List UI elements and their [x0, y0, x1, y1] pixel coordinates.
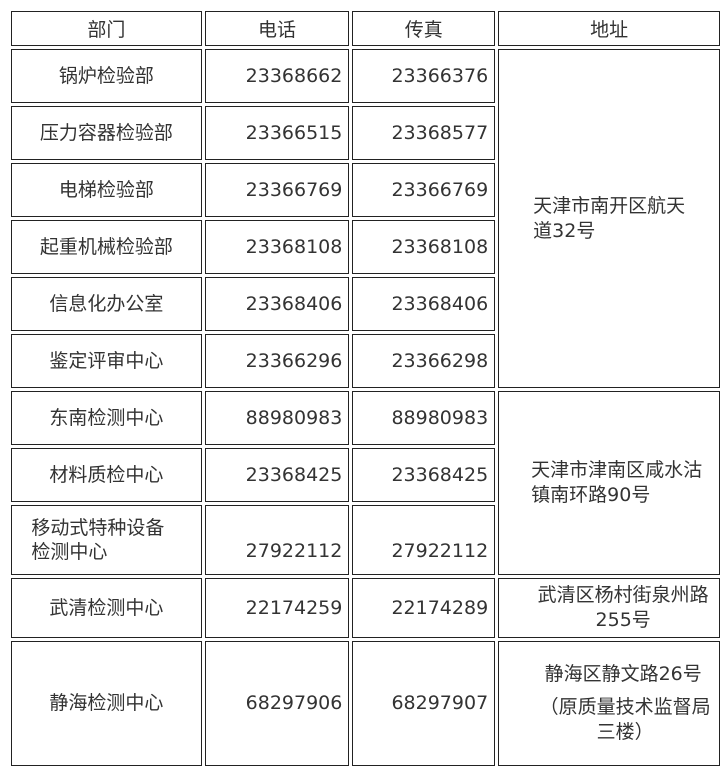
header-address: 地址 — [498, 11, 720, 46]
phone-cell: 23368406 — [204, 277, 350, 331]
address-text: 武清区杨村街泉州路255号 — [537, 584, 709, 631]
fax-cell: 23366298 — [352, 334, 496, 388]
dept-cell: 锅炉检验部 — [11, 49, 202, 103]
dept-cell: 压力容器检验部 — [11, 106, 202, 160]
table-row: 锅炉检验部 23368662 23366376 天津市南开区航天道32号 — [11, 49, 720, 388]
fax-cell: 68297907 — [352, 641, 496, 766]
address-note: （原质量技术监督局三楼） — [539, 696, 711, 743]
table-row: 压力容器检验部 23366515 23368577 — [11, 106, 720, 160]
phone-cell: 27922112 — [204, 505, 350, 575]
fax-cell: 23368577 — [352, 106, 496, 160]
dept-cell: 东南检测中心 — [11, 391, 202, 445]
table-row: 移动式特种设备检测中心 27922112 27922112 — [11, 505, 720, 575]
header-phone: 电话 — [204, 11, 350, 46]
table-row: 鉴定评审中心 23366296 23366298 — [11, 334, 720, 388]
address-text: 天津市南开区航天道32号 — [533, 194, 686, 242]
phone-cell: 68297906 — [204, 641, 350, 766]
fax-cell: 23368425 — [352, 448, 496, 502]
phone-cell: 22174259 — [204, 578, 350, 638]
fax-cell: 23366769 — [352, 163, 496, 217]
address-cell: 天津市南开区航天道32号 — [498, 49, 720, 388]
address-cell: 静海区静文路26号 （原质量技术监督局三楼） — [498, 641, 720, 766]
header-row: 部门 电话 传真 地址 — [11, 11, 720, 46]
dept-cell: 电梯检验部 — [11, 163, 202, 217]
phone-cell: 23366769 — [204, 163, 350, 217]
dept-cell: 信息化办公室 — [11, 277, 202, 331]
table-row: 静海检测中心 68297906 68297907 静海区静文路26号 （原质量技… — [11, 641, 720, 766]
address-text: 静海区静文路26号 — [544, 663, 702, 685]
address-text: 天津市津南区咸水沽镇南环路90号 — [531, 459, 703, 506]
fax-cell: 27922112 — [352, 505, 496, 575]
dept-text: 移动式特种设备检测中心 — [31, 517, 165, 563]
header-dept: 部门 — [11, 11, 202, 46]
phone-cell: 88980983 — [204, 391, 350, 445]
table-row: 起重机械检验部 23368108 23368108 — [11, 220, 720, 274]
header-fax: 传真 — [352, 11, 496, 46]
phone-cell: 23368425 — [204, 448, 350, 502]
dept-cell: 起重机械检验部 — [11, 220, 202, 274]
address-cell: 武清区杨村街泉州路255号 — [498, 578, 720, 638]
address-cell: 天津市津南区咸水沽镇南环路90号 — [498, 391, 720, 575]
fax-cell: 23366376 — [352, 49, 496, 103]
dept-cell: 静海检测中心 — [11, 641, 202, 766]
table-row: 东南检测中心 88980983 88980983 天津市津南区咸水沽镇南环路90… — [11, 391, 720, 575]
dept-cell: 武清检测中心 — [11, 578, 202, 638]
dept-cell: 鉴定评审中心 — [11, 334, 202, 388]
table-row: 电梯检验部 23366769 23366769 — [11, 163, 720, 217]
fax-cell: 23368108 — [352, 220, 496, 274]
phone-cell: 23368108 — [204, 220, 350, 274]
dept-cell: 材料质检中心 — [11, 448, 202, 502]
phone-cell: 23366515 — [204, 106, 350, 160]
table-row: 武清检测中心 22174259 22174289 武清区杨村街泉州路255号 — [11, 578, 720, 638]
table-row: 材料质检中心 23368425 23368425 — [11, 448, 720, 502]
fax-cell: 22174289 — [352, 578, 496, 638]
contact-table: 部门 电话 传真 地址 锅炉检验部 23368662 23366376 天津市南… — [8, 8, 723, 769]
fax-cell: 88980983 — [352, 391, 496, 445]
phone-cell: 23366296 — [204, 334, 350, 388]
phone-cell: 23368662 — [204, 49, 350, 103]
table-row: 信息化办公室 23368406 23368406 — [11, 277, 720, 331]
fax-cell: 23368406 — [352, 277, 496, 331]
dept-cell: 移动式特种设备检测中心 — [11, 505, 202, 575]
